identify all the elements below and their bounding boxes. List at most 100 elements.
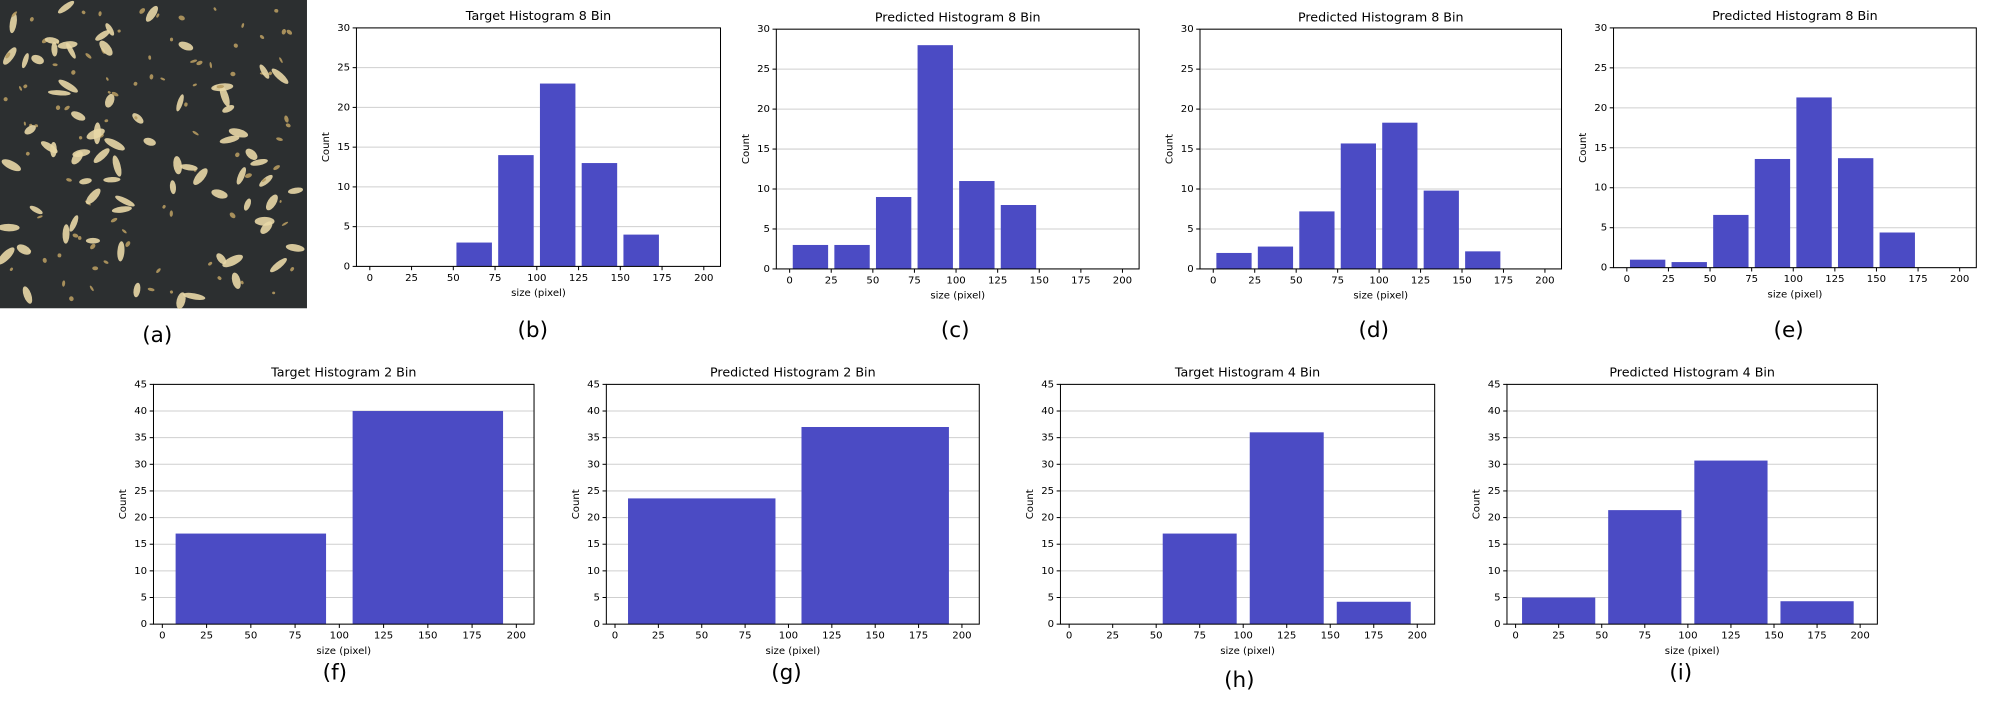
bar [1879,232,1915,268]
grain [103,260,109,264]
bar [834,244,870,269]
x-tick-label: 100 [330,631,349,642]
grain [190,59,198,63]
grain [103,176,121,183]
grain [192,130,199,136]
y-tick-label: 20 [1594,103,1607,114]
chart-title: Predicted Histogram 2 Bin [710,364,876,379]
grain [62,224,70,244]
x-tick-label: 75 [489,273,502,284]
y-tick-label: 5 [1048,592,1054,603]
grain [169,210,173,217]
grain [139,8,146,14]
y-tick-label: 5 [344,222,350,233]
y-tick-label: 45 [1041,379,1054,390]
grain [69,215,79,232]
grain [240,280,244,285]
x-tick-label: 125 [988,275,1007,286]
x-tick-label: 175 [1908,274,1927,285]
grain [273,165,280,171]
y-tick-label: 0 [1187,264,1193,275]
grain [115,195,135,207]
grain [19,86,22,91]
axes-frame [1059,383,1436,625]
grain [241,23,245,28]
grain [25,151,30,156]
grain [92,266,99,271]
bar [1713,214,1749,268]
x-tick-label: 100 [1784,274,1803,285]
grain [213,7,217,11]
panel-label: (h) [1224,668,1254,693]
grain [71,151,83,165]
grain [1,159,21,172]
x-tick-label: 125 [569,273,588,284]
x-tick-label: 200 [1850,631,1869,642]
chart-title: Predicted Histogram 4 Bin [1609,364,1775,379]
bar [1837,158,1874,268]
y-tick-label: 5 [764,224,770,235]
grain [169,290,174,294]
y-axis-label: Count [118,489,129,519]
chart: 0 5 10 15 20 25 30 0 25 50 75 100 125 150 175 200 Predic… [741,9,1140,343]
grain [98,11,102,17]
grain [211,189,228,199]
grain [29,17,34,22]
x-tick-label: 175 [1071,275,1090,286]
grain [133,81,138,86]
axes-frame [152,383,535,625]
y-tick-label: 5 [594,592,600,603]
grain [106,77,109,81]
panel-label: (i) [1669,661,1692,686]
x-tick-label: 75 [908,275,921,286]
grain [285,244,305,252]
bar [1249,432,1324,625]
grain [40,141,58,154]
grain [261,178,267,182]
y-axis-label: Count [1578,133,1589,163]
x-tick-label: 25 [1106,631,1119,642]
grain [57,0,75,14]
grain [182,292,206,300]
y-tick-label: 15 [1488,539,1501,550]
grain [176,292,186,309]
grain [0,247,15,265]
grain [222,104,235,113]
axes-frame [1199,28,1563,270]
chart-title: Target Histogram 2 Bin [270,364,416,379]
bar [875,197,912,269]
bar [581,163,618,267]
chart-title: Predicted Histogram 8 Bin [1298,9,1464,24]
y-tick-label: 45 [587,379,600,390]
bar [352,411,504,625]
grain [85,237,100,244]
y-tick-label: 30 [1181,24,1194,35]
x-tick-label: 175 [1364,631,1383,642]
grain [29,205,43,215]
x-tick-label: 75 [1638,631,1651,642]
grain [104,119,109,123]
x-tick-label: 25 [1248,275,1261,286]
x-tick-label: 75 [739,631,752,642]
y-tick-label: 5 [1494,592,1500,603]
chart: 0 5 10 15 20 25 30 0 25 50 75 100 125 150 175 200 Target… [321,8,722,343]
grain [44,37,60,44]
x-tick-label: 0 [1066,631,1072,642]
grain [268,71,273,76]
bar [456,242,492,267]
panel-label: (c) [941,318,970,343]
axes-frame [605,383,980,625]
bar [1382,122,1418,269]
y-tick-label: 35 [1488,433,1501,444]
grain [235,152,240,158]
grain [64,105,70,111]
grain [112,155,122,177]
bar [175,533,327,625]
x-tick-label: 200 [1113,275,1132,286]
grain [216,253,227,265]
grain [0,223,20,232]
panel-label: (d) [1359,318,1389,343]
grain [71,70,76,75]
grain [173,156,182,175]
grain [193,168,208,185]
